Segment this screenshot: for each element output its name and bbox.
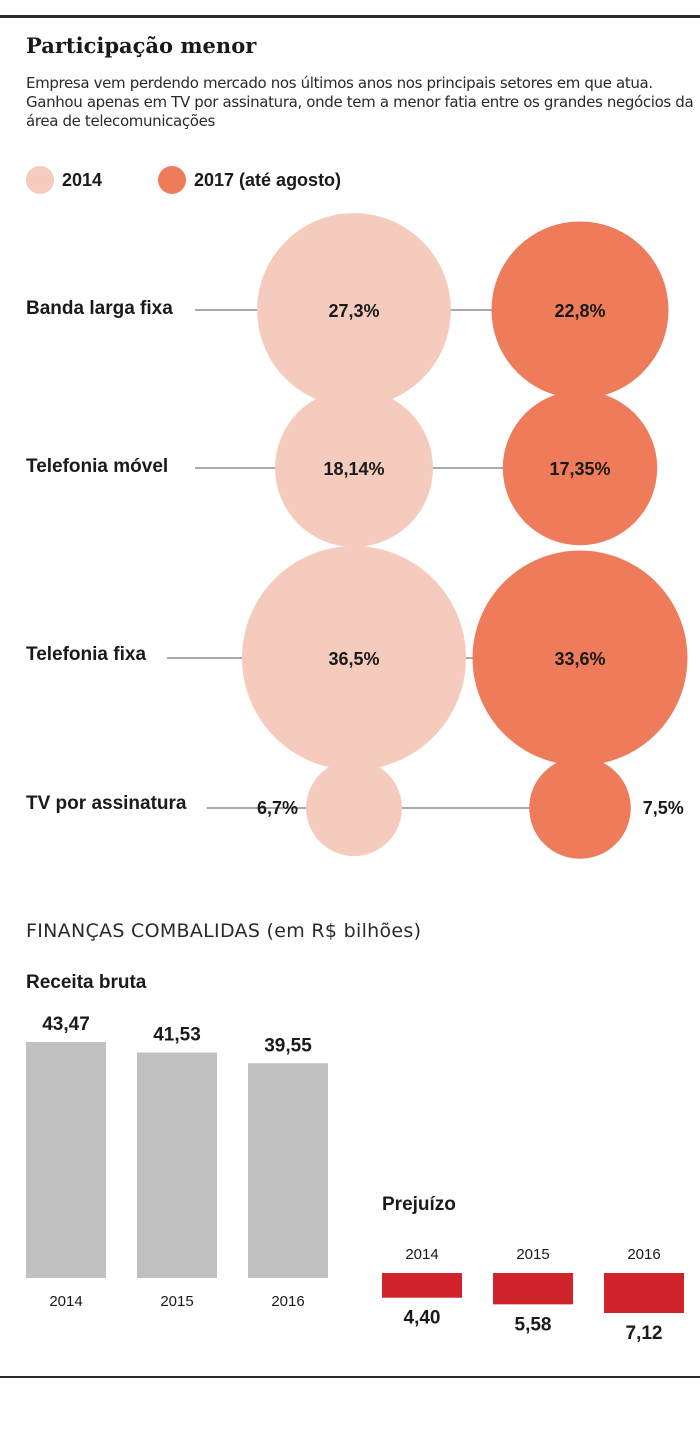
finance-bar-charts: Receita bruta 43,47 2014 41,53 2015 39,55 2016… <box>26 972 684 1344</box>
receita-year-2014: 2014 <box>49 1293 82 1310</box>
bubble-label-2017-tv-por-assinatura: 7,5% <box>643 798 684 818</box>
bubble-label-2014-telefonia-movel: 18,14% <box>323 459 384 479</box>
legend-item-2014: 2014 <box>26 166 102 194</box>
receita-year-2016: 2016 <box>271 1293 304 1310</box>
market-share-bubble-chart: Banda larga fixa 27,3% 22,8% Telefonia móve… <box>26 213 688 859</box>
prejuizo-year-2016: 2016 <box>627 1246 660 1263</box>
top-rule <box>0 15 700 18</box>
row-label-telefonia-fixa: Telefonia fixa <box>26 644 146 665</box>
bubble-label-2017-telefonia-fixa: 33,6% <box>554 649 605 669</box>
prejuizo-title: Prejuízo <box>382 1194 456 1215</box>
bubble-2017-tv-por-assinatura <box>529 757 631 859</box>
receita-value-2015: 41,53 <box>153 1025 201 1046</box>
prejuizo-year-2014: 2014 <box>405 1246 438 1263</box>
bubble-label-2014-banda-larga-fixa: 27,3% <box>328 301 379 321</box>
prejuizo-value-2016: 7,12 <box>626 1323 663 1344</box>
receita-bar-2014 <box>26 1042 106 1278</box>
bubble-label-2014-tv-por-assinatura: 6,7% <box>257 798 298 818</box>
prejuizo-value-2015: 5,58 <box>515 1314 552 1335</box>
receita-bar-2016 <box>248 1063 328 1278</box>
bubble-2017-telefonia-fixa <box>472 550 688 766</box>
bottom-rule <box>0 1376 700 1378</box>
legend-label-2014: 2014 <box>62 169 103 190</box>
receita-title: Receita bruta <box>26 972 147 993</box>
legend-label-2017: 2017 (até agosto) <box>194 169 342 190</box>
legend-item-2017: 2017 (até agosto) <box>158 166 341 194</box>
prejuizo-bar-2014 <box>382 1273 462 1298</box>
bubble-2014-telefonia-movel <box>275 389 433 547</box>
prejuizo-year-2015: 2015 <box>516 1246 549 1263</box>
row-label-telefonia-movel: Telefonia móvel <box>26 456 168 477</box>
bubble-2014-telefonia-fixa <box>242 546 466 770</box>
receita-value-2014: 43,47 <box>42 1014 90 1035</box>
page-subtitle: Empresa vem perdendo mercado nos últimos… <box>26 74 694 130</box>
receita-bar-2015 <box>137 1052 217 1278</box>
bubble-2017-banda-larga-fixa <box>491 221 669 399</box>
bubble-label-2017-banda-larga-fixa: 22,8% <box>554 301 605 321</box>
prejuizo-bar-2015 <box>493 1273 573 1305</box>
receita-year-2015: 2015 <box>160 1293 193 1310</box>
row-label-banda-larga-fixa: Banda larga fixa <box>26 298 173 319</box>
finance-section-title: FINANÇAS COMBALIDAS (em R$ bilhões) <box>26 920 422 942</box>
bubble-2014-tv-por-assinatura <box>306 760 402 856</box>
bubble-label-2014-telefonia-fixa: 36,5% <box>328 649 379 669</box>
receita-value-2016: 39,55 <box>264 1035 312 1056</box>
legend-swatch-2014 <box>26 166 54 194</box>
bubble-2014-banda-larga-fixa <box>257 213 451 407</box>
bubble-2017-telefonia-movel <box>502 390 658 546</box>
page-title: Participação menor <box>26 33 257 58</box>
prejuizo-bar-2016 <box>604 1273 684 1313</box>
legend-swatch-2017 <box>158 166 186 194</box>
prejuizo-value-2014: 4,40 <box>404 1308 441 1329</box>
bubble-label-2017-telefonia-movel: 17,35% <box>549 459 610 479</box>
row-label-tv-por-assinatura: TV por assinatura <box>26 793 187 814</box>
